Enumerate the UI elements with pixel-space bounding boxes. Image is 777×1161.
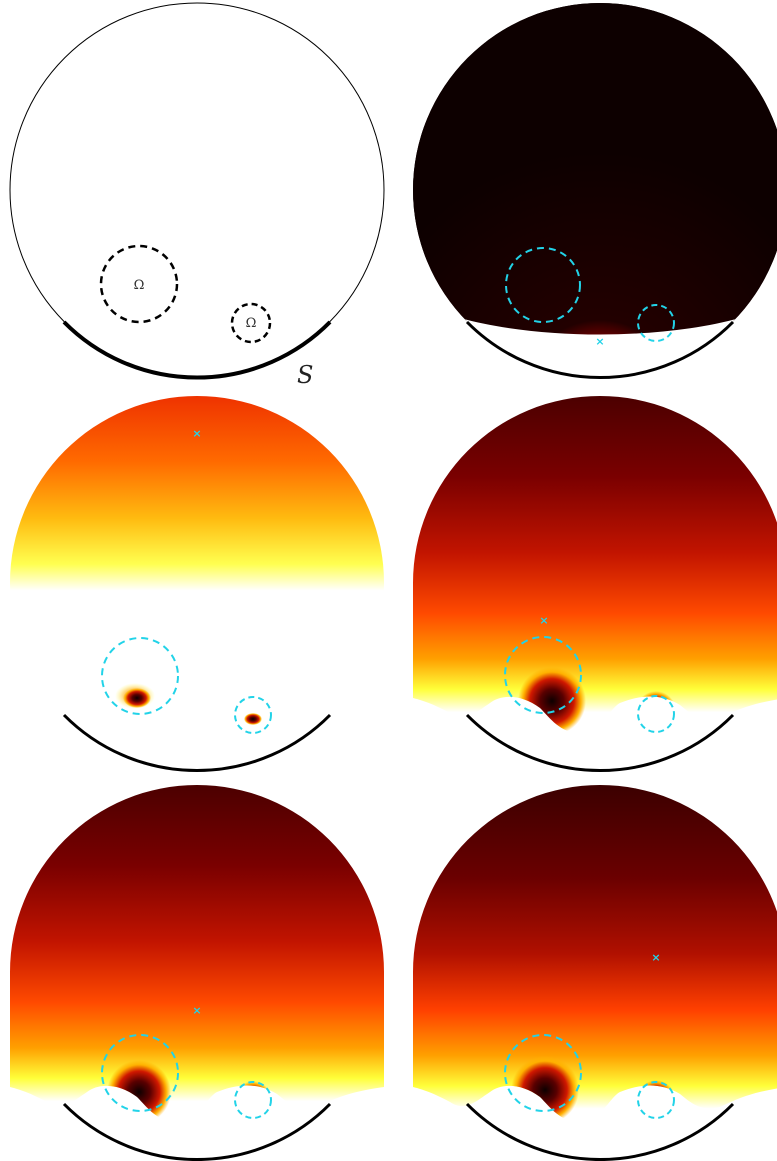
hot-spot-large (123, 688, 151, 708)
panel-field-5: × (413, 785, 777, 1161)
omega-label-small: Ω (246, 316, 257, 331)
inclusion-large (504, 636, 582, 714)
inclusion-small (637, 695, 675, 733)
domain-edge (62, 1102, 332, 1161)
domain-edge (465, 713, 735, 773)
domain-edge (62, 713, 332, 773)
boundary-label: S (297, 361, 313, 389)
panel-schematic: Ω Ω S (9, 2, 385, 389)
panel-field-2: × (10, 396, 384, 773)
source-marker: × (595, 335, 604, 348)
inclusion-large (99, 244, 179, 324)
panel-field-3: × (413, 396, 777, 773)
hot-spot-small (244, 713, 262, 725)
inclusion-small (230, 302, 272, 344)
boundary-arc-s (62, 320, 332, 380)
source-marker: × (192, 427, 201, 440)
source-marker: × (651, 951, 660, 964)
domain-edge (465, 1102, 735, 1161)
inclusion-large (504, 1034, 582, 1112)
omega-label-large: Ω (134, 278, 145, 293)
source-marker: × (192, 1004, 201, 1017)
domain-edge (465, 320, 735, 380)
inclusion-small (234, 696, 272, 734)
inclusion-large (101, 637, 179, 715)
inclusion-small (637, 1081, 675, 1119)
inclusion-large (505, 247, 581, 323)
panel-field-4: × (10, 785, 384, 1161)
inclusion-small (637, 304, 675, 342)
panel-field-1: × (413, 3, 777, 380)
inclusion-small (234, 1081, 272, 1119)
domain-circle (9, 2, 385, 378)
source-marker: × (539, 614, 548, 627)
inclusion-large (101, 1034, 179, 1112)
